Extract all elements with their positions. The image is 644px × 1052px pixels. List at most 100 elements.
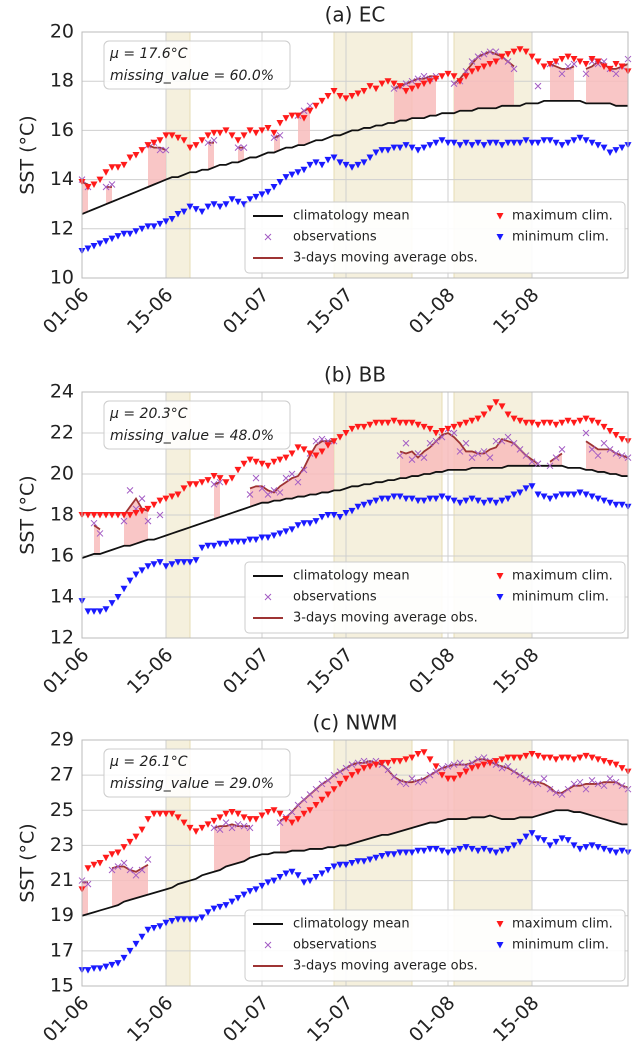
- triangle-marker: [426, 756, 434, 763]
- triangle-marker: [378, 147, 386, 154]
- triangle-marker: [564, 139, 572, 147]
- triangle-marker: [84, 865, 92, 872]
- triangle-marker: [390, 80, 398, 88]
- triangle-marker: [84, 183, 92, 191]
- x-tick-label: 01-06: [39, 644, 94, 699]
- observation-marker: [348, 761, 356, 768]
- triangle-marker: [534, 421, 542, 429]
- triangle-marker: [252, 458, 260, 466]
- observation-marker: [240, 144, 248, 151]
- triangle-marker: [582, 491, 590, 498]
- triangle-marker: [174, 916, 182, 923]
- triangle-marker: [384, 759, 392, 767]
- triangle-marker: [126, 154, 134, 161]
- triangle-marker: [132, 152, 140, 159]
- observation-marker: [132, 871, 140, 879]
- observation-marker: [144, 517, 152, 525]
- observation-marker: [120, 517, 128, 525]
- triangle-marker: [270, 807, 278, 814]
- triangle-marker: [618, 847, 626, 855]
- triangle-marker: [534, 835, 542, 842]
- observation-marker: [510, 768, 518, 775]
- observation-marker: [402, 439, 410, 447]
- triangle-marker: [528, 139, 536, 147]
- annotation-box: [103, 40, 291, 90]
- observation-marker: [156, 146, 164, 154]
- triangle-marker: [162, 810, 170, 818]
- observation-marker: [390, 85, 398, 92]
- triangle-marker: [318, 161, 326, 169]
- observation-marker: [282, 474, 290, 482]
- triangle-marker: [246, 196, 254, 203]
- triangle-marker: [444, 139, 452, 147]
- triangle-marker: [300, 115, 308, 122]
- triangle-marker: [204, 542, 212, 550]
- triangle-marker: [498, 403, 506, 410]
- triangle-marker: [222, 810, 230, 818]
- triangle-marker: [150, 501, 158, 509]
- observation-marker: [228, 824, 236, 832]
- triangle-marker: [612, 432, 620, 439]
- triangle-marker: [210, 817, 218, 825]
- annotation-box: [103, 748, 291, 798]
- triangle-marker: [366, 856, 374, 863]
- legend-label: climatology mean: [293, 209, 410, 224]
- triangle-marker: [228, 898, 236, 906]
- triangle-marker: [600, 845, 608, 853]
- observation-marker: [342, 764, 350, 772]
- observation-marker: [474, 450, 482, 457]
- triangle-marker: [402, 142, 410, 149]
- triangle-marker: [216, 903, 224, 911]
- observation-marker: [330, 771, 338, 779]
- triangle-marker: [546, 495, 554, 503]
- triangle-marker: [564, 417, 572, 425]
- triangle-marker: [546, 842, 554, 849]
- triangle-marker: [234, 538, 242, 546]
- triangle-marker: [108, 961, 116, 969]
- triangle-marker: [126, 230, 134, 238]
- annotation: μ = 17.6°C: [109, 46, 188, 62]
- triangle-marker: [306, 520, 314, 527]
- triangle-marker: [336, 159, 344, 166]
- triangle-marker: [474, 847, 482, 855]
- triangle-marker: [174, 491, 182, 498]
- legend-label: 3-days moving average obs.: [293, 251, 478, 266]
- triangle-marker: [552, 756, 560, 763]
- triangle-marker: [162, 218, 170, 225]
- triangle-marker: [522, 485, 530, 492]
- observation-marker: [390, 773, 398, 781]
- annotation: missing_value = 29.0%: [110, 776, 274, 792]
- y-tick-label: 18: [50, 504, 74, 526]
- anomaly-fill: [298, 108, 310, 146]
- triangle-marker: [144, 563, 152, 570]
- anomaly-fill: [214, 482, 220, 520]
- triangle-marker: [198, 208, 206, 216]
- observation-marker: [534, 82, 542, 90]
- observation-marker: [156, 511, 164, 519]
- triangle-marker: [216, 540, 224, 548]
- triangle-marker: [240, 814, 248, 821]
- triangle-marker: [570, 419, 578, 427]
- triangle-marker: [432, 845, 440, 853]
- triangle-marker: [564, 53, 572, 61]
- triangle-marker: [366, 499, 374, 507]
- y-axis-label: SST (°C): [17, 115, 39, 194]
- observation-marker: [498, 764, 506, 772]
- triangle-marker: [198, 824, 206, 832]
- triangle-marker: [396, 758, 404, 765]
- triangle-marker: [360, 501, 368, 509]
- legend-swatch: [496, 594, 504, 601]
- chart-title: (a) EC: [325, 3, 386, 27]
- triangle-marker: [132, 509, 140, 517]
- y-tick-label: 29: [50, 729, 74, 751]
- triangle-marker: [108, 164, 116, 171]
- triangle-marker: [612, 501, 620, 509]
- triangle-marker: [102, 606, 110, 613]
- triangle-marker: [180, 559, 188, 566]
- observation-marker: [276, 489, 284, 496]
- triangle-marker: [144, 505, 152, 513]
- legend-swatch: [496, 921, 504, 928]
- observation-marker: [432, 768, 440, 775]
- triangle-marker: [288, 868, 296, 876]
- triangle-marker: [120, 954, 128, 962]
